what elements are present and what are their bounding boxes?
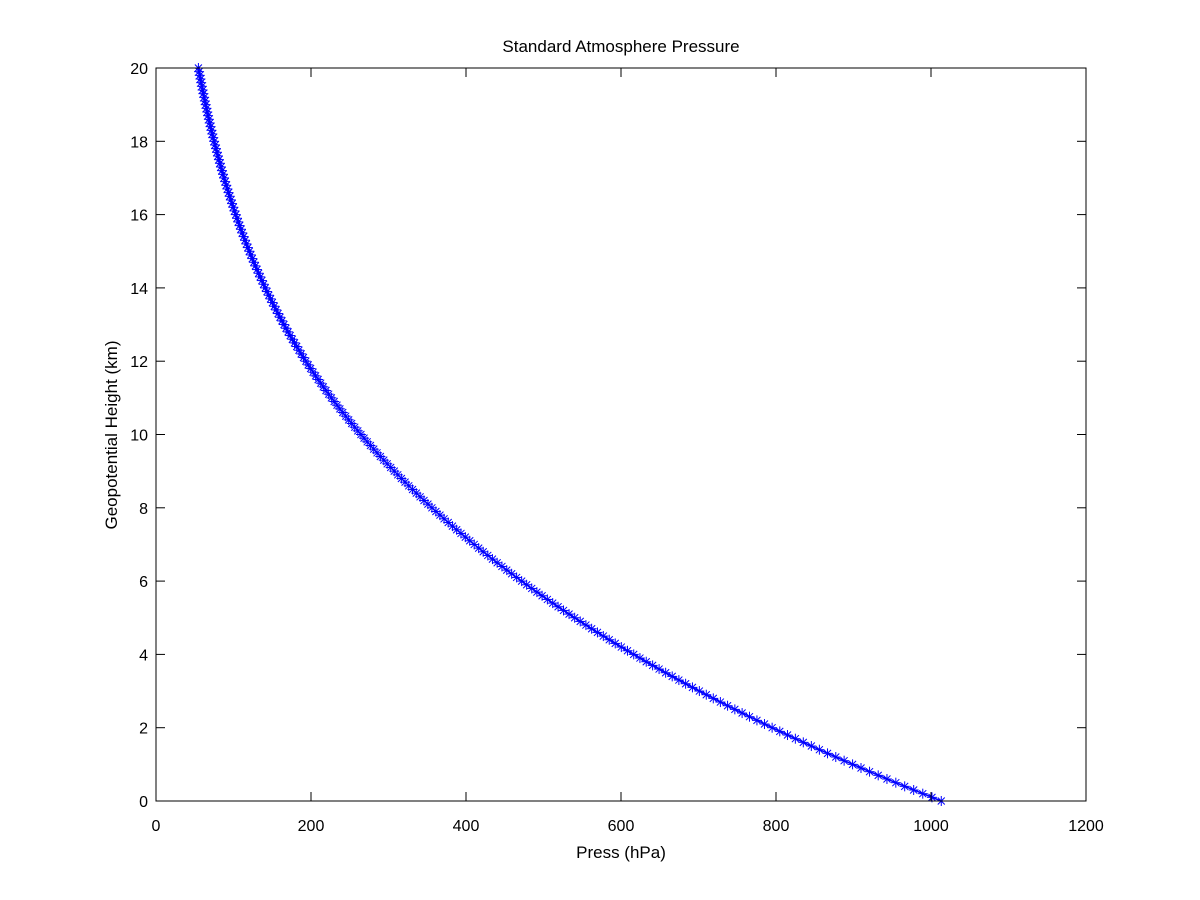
data-point (553, 601, 564, 612)
data-point (628, 649, 639, 660)
data-point (542, 594, 553, 605)
data-point (774, 726, 785, 737)
data-point (899, 781, 910, 792)
y-axis-label: Geopotential Height (km) (102, 341, 121, 530)
x-tick-label: 200 (298, 818, 325, 835)
data-point (890, 777, 901, 788)
data-point (263, 290, 274, 301)
data-point (326, 392, 337, 403)
data-point (822, 748, 833, 759)
data-point (558, 605, 569, 616)
chart-title: Standard Atmosphere Pressure (502, 37, 739, 56)
x-axis-ticks: 0 200 400 600 800 1000 1200 (152, 68, 1104, 835)
x-tick-label: 600 (608, 818, 635, 835)
data-point (547, 598, 558, 609)
x-tick-label: 400 (453, 818, 480, 835)
data-point (575, 616, 586, 627)
data-point (790, 733, 801, 744)
data-point (708, 693, 719, 704)
data-point (839, 755, 850, 766)
y-tick-label: 2 (139, 721, 148, 738)
data-point (667, 671, 678, 682)
data-point (701, 689, 712, 700)
data-point (521, 579, 532, 590)
data-point (715, 697, 726, 708)
data-point (516, 576, 527, 587)
data-point (610, 638, 621, 649)
data-point (654, 664, 665, 675)
data-point (622, 645, 633, 656)
data-point (767, 722, 778, 733)
data-point (737, 708, 748, 719)
data-point (473, 543, 484, 554)
data-point (830, 752, 841, 763)
y-tick-label: 0 (139, 794, 148, 811)
x-tick-label: 1200 (1068, 818, 1104, 835)
data-point (604, 634, 615, 645)
data-point (586, 623, 597, 634)
data-point (537, 590, 548, 601)
data-point (634, 653, 645, 664)
y-tick-label: 6 (139, 574, 148, 591)
data-point (580, 620, 591, 631)
data-point (201, 103, 212, 114)
data-point (205, 121, 216, 132)
x-tick-label: 1000 (913, 818, 949, 835)
data-point (814, 744, 825, 755)
data-point (673, 675, 684, 686)
y-tick-label: 8 (139, 501, 148, 518)
y-tick-label: 12 (130, 354, 148, 371)
data-point (526, 583, 537, 594)
data-point (464, 535, 475, 546)
data-point (616, 642, 627, 653)
data-point (873, 770, 884, 781)
y-tick-label: 16 (130, 208, 148, 225)
data-point (694, 686, 705, 697)
data-point (293, 345, 304, 356)
data-point (864, 766, 875, 777)
y-tick-label: 14 (130, 281, 148, 298)
y-tick-label: 10 (130, 428, 148, 445)
series-layer (193, 63, 947, 806)
data-point (722, 700, 733, 711)
x-axis-label: Press (hPa) (576, 843, 666, 862)
data-point (751, 715, 762, 726)
y-axis-ticks: 0 2 4 6 8 10 12 14 16 18 20 (130, 61, 1086, 811)
data-point (680, 678, 691, 689)
data-point (687, 682, 698, 693)
data-point (592, 627, 603, 638)
data-point (569, 612, 580, 623)
data-point (564, 609, 575, 620)
y-tick-label: 20 (130, 61, 148, 78)
y-tick-label: 4 (139, 647, 148, 664)
data-point (782, 730, 793, 741)
data-point (908, 785, 919, 796)
data-point (759, 719, 770, 730)
data-point (598, 631, 609, 642)
x-tick-label: 0 (152, 818, 161, 835)
y-tick-label: 18 (130, 134, 148, 151)
data-point (531, 587, 542, 598)
data-point (917, 788, 928, 799)
data-point (856, 763, 867, 774)
data-point (881, 774, 892, 785)
data-point (729, 704, 740, 715)
data-point (798, 737, 809, 748)
data-point (744, 711, 755, 722)
data-point (806, 741, 817, 752)
x-tick-label: 800 (763, 818, 790, 835)
plot-area (156, 68, 1086, 801)
data-point (305, 363, 316, 374)
data-point (847, 759, 858, 770)
